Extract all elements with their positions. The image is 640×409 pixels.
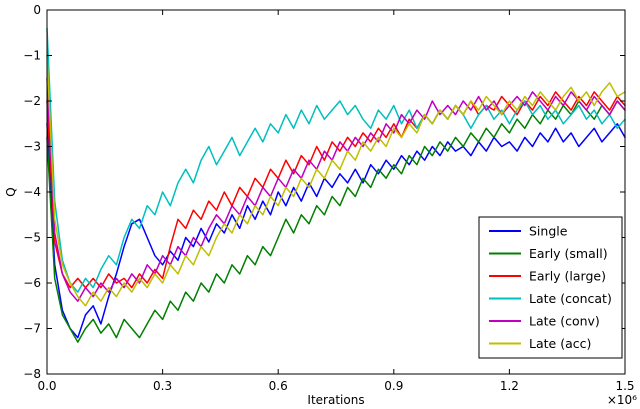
- x-tick-label: 1.5: [615, 379, 634, 393]
- x-axis-label: Iterations: [307, 393, 364, 407]
- x-tick-label: 0.3: [153, 379, 172, 393]
- y-tick-label: −2: [23, 94, 41, 108]
- y-tick-label: −7: [23, 322, 41, 336]
- x-tick-label: 0.0: [37, 379, 56, 393]
- series-line-5: [46, 54, 626, 307]
- legend-entry-label-3: Late (concat): [529, 291, 612, 306]
- legend: Single Early (small) Early (large) Late (co…: [478, 216, 623, 359]
- series-line-2: [46, 91, 626, 289]
- x-tick-label: 1.2: [500, 379, 519, 393]
- series-line-3: [46, 27, 626, 293]
- y-tick-label: −8: [23, 367, 41, 381]
- legend-entry-label-1: Early (small): [529, 246, 608, 261]
- x-tick-label: 0.9: [384, 379, 403, 393]
- legend-entry-label-0: Single: [529, 224, 568, 239]
- series-lines: [46, 27, 626, 343]
- legend-entry-label-2: Early (large): [529, 269, 606, 284]
- series-line-1: [46, 100, 626, 343]
- axis-ticks: 0.0 0.3 0.6 0.9 1.2 1.5 0 −1 −2 −3 −4 −5 −6 −7 −8: [23, 3, 634, 393]
- x-axis-multiplier-label: ×10⁶: [607, 393, 637, 407]
- x-tick-label: 0.6: [269, 379, 288, 393]
- y-tick-label: 0: [33, 3, 41, 17]
- y-tick-label: −5: [23, 231, 41, 245]
- axes-border: [46, 9, 626, 375]
- y-tick-label: −1: [23, 49, 41, 63]
- legend-box: [478, 216, 623, 359]
- y-tick-label: −6: [23, 276, 41, 290]
- axes-frame: [46, 9, 626, 375]
- y-tick-label: −3: [23, 140, 41, 154]
- series-line-0: [46, 123, 626, 339]
- series-line-4: [46, 77, 626, 302]
- legend-entry-label-5: Late (acc): [529, 336, 591, 351]
- y-axis-label: Q: [4, 187, 18, 196]
- y-tick-label: −4: [23, 185, 41, 199]
- legend-entry-label-4: Late (conv): [529, 314, 600, 329]
